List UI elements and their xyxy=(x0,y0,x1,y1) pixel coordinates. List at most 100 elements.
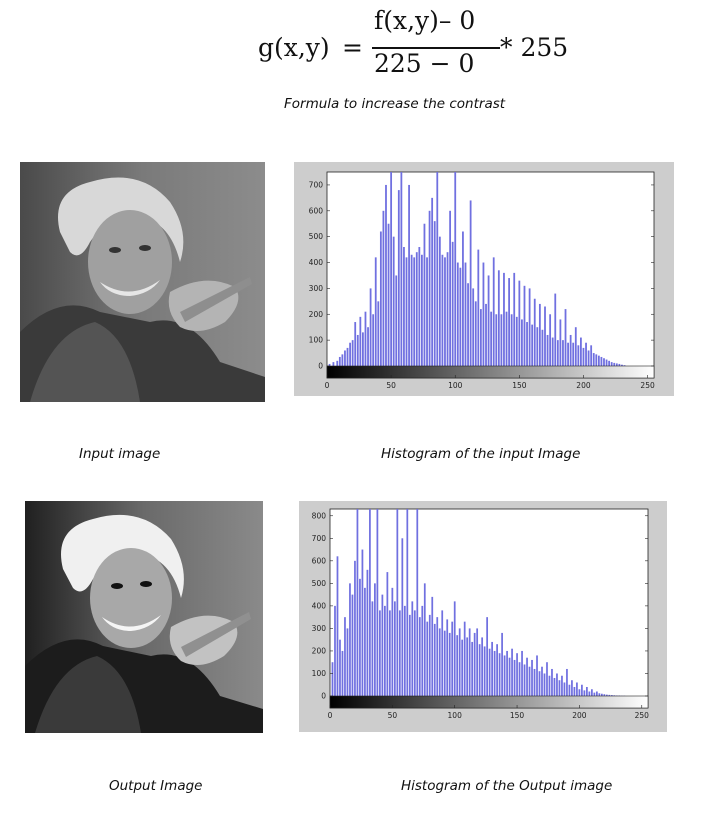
contrast-formula: g(x,y) = f(x,y)– 0 225 − 0 * 255 xyxy=(258,6,568,82)
histogram-bar xyxy=(603,694,606,696)
y-tick-label: 700 xyxy=(312,534,327,543)
histogram-bar xyxy=(553,677,556,696)
histogram-bar xyxy=(401,538,404,696)
histogram-bar xyxy=(600,693,603,696)
histogram-bar xyxy=(431,596,434,696)
histogram-bar xyxy=(536,655,538,696)
histogram-bar xyxy=(367,327,369,366)
histogram-bar xyxy=(523,285,526,366)
histogram-bar xyxy=(364,311,367,366)
histogram-bar xyxy=(341,354,344,366)
input-histogram-chart: 0 100 200 300 400 500 600 700 0 50 100 150 200 250 xyxy=(309,171,655,390)
y-tick-label: 600 xyxy=(312,556,327,565)
histogram-bar xyxy=(582,347,585,366)
histogram-bar xyxy=(328,363,331,366)
histogram-bar xyxy=(346,347,349,366)
histogram-bar xyxy=(578,689,581,696)
histogram-bar xyxy=(572,342,575,366)
histogram-bar xyxy=(554,293,557,366)
histogram-bar xyxy=(346,628,349,696)
histogram-bar xyxy=(544,306,546,366)
histogram-bar xyxy=(549,314,552,366)
histogram-bar xyxy=(551,668,553,696)
histogram-bar xyxy=(468,628,471,696)
histogram-bar xyxy=(586,686,588,696)
histogram-bar xyxy=(332,362,335,366)
histogram-bar xyxy=(379,231,382,366)
histogram-bar xyxy=(593,692,596,696)
histogram-bar xyxy=(396,509,399,696)
histogram-bar xyxy=(458,628,461,696)
histogram-bar xyxy=(568,684,571,696)
histogram-bar xyxy=(610,695,613,696)
y-tick-label: 0 xyxy=(321,692,326,701)
histogram-bar xyxy=(541,329,544,366)
histogram-bar xyxy=(590,345,593,366)
histogram-bar xyxy=(438,628,441,696)
histogram-bar xyxy=(526,657,528,696)
histogram-bar xyxy=(513,659,516,696)
histogram-bar xyxy=(598,693,601,696)
histogram-bar xyxy=(451,621,454,696)
histogram-bar xyxy=(605,694,608,696)
histogram-bar xyxy=(513,272,516,366)
x-tick-label: 100 xyxy=(448,381,463,390)
histogram-bar xyxy=(369,288,372,366)
x-tick-label: 0 xyxy=(325,381,330,390)
histogram-bar xyxy=(506,650,508,696)
y-tick-label: 300 xyxy=(312,624,327,633)
histogram-bar xyxy=(387,223,390,366)
histogram-bar xyxy=(472,288,475,366)
histogram-bar xyxy=(354,560,356,696)
histogram-bar xyxy=(418,247,421,366)
histogram-bar xyxy=(344,617,346,696)
histogram-bar xyxy=(597,355,600,366)
histogram-bar xyxy=(521,319,523,366)
histogram-bar xyxy=(546,334,549,366)
histogram-bar xyxy=(533,668,536,696)
output-histogram-caption: Histogram of the Output image xyxy=(401,778,613,794)
histogram-bar xyxy=(521,650,523,696)
histogram-bar xyxy=(386,572,389,696)
histogram-bar xyxy=(543,673,546,696)
histogram-bar xyxy=(382,210,385,366)
histogram-bar xyxy=(393,601,396,696)
output-image-caption: Output Image xyxy=(109,778,203,794)
histogram-bar xyxy=(531,324,534,366)
histogram-bar xyxy=(334,605,336,696)
histogram-bar xyxy=(433,221,436,366)
histogram-bar xyxy=(339,639,341,696)
histogram-bar xyxy=(359,316,362,366)
y-tick-label: 400 xyxy=(309,258,324,267)
histogram-bar xyxy=(528,666,531,696)
histogram-bar xyxy=(610,362,613,366)
x-tick-label: 200 xyxy=(572,711,587,720)
y-tick-label: 500 xyxy=(312,579,327,588)
histogram-bar xyxy=(441,610,444,696)
histogram-bar xyxy=(482,262,485,366)
histogram-bar xyxy=(456,262,459,366)
histogram-bar xyxy=(385,184,387,366)
histogram-bar xyxy=(477,249,480,366)
formula-numerator: f(x,y)– 0 xyxy=(374,6,476,35)
histogram-bar xyxy=(438,236,441,366)
y-tick-label: 100 xyxy=(309,336,324,345)
histogram-bar xyxy=(454,172,457,366)
histogram-bar xyxy=(510,314,513,366)
histogram-bar xyxy=(562,340,564,366)
formula-equals: = xyxy=(342,33,363,62)
histogram-bar xyxy=(336,360,339,366)
histogram-bar xyxy=(433,623,436,696)
histogram-bar xyxy=(518,280,521,366)
histogram-bar xyxy=(392,236,395,366)
histogram-bar xyxy=(473,632,476,696)
histogram-bar xyxy=(453,601,456,696)
histogram-bar xyxy=(495,314,498,366)
histogram-bar xyxy=(411,601,414,696)
histogram-bar xyxy=(405,257,408,366)
histogram-bar xyxy=(493,650,496,696)
histogram-bar xyxy=(331,662,334,696)
histogram-bar xyxy=(418,617,421,696)
histogram-bar xyxy=(356,509,359,696)
histogram-bar xyxy=(376,509,379,696)
